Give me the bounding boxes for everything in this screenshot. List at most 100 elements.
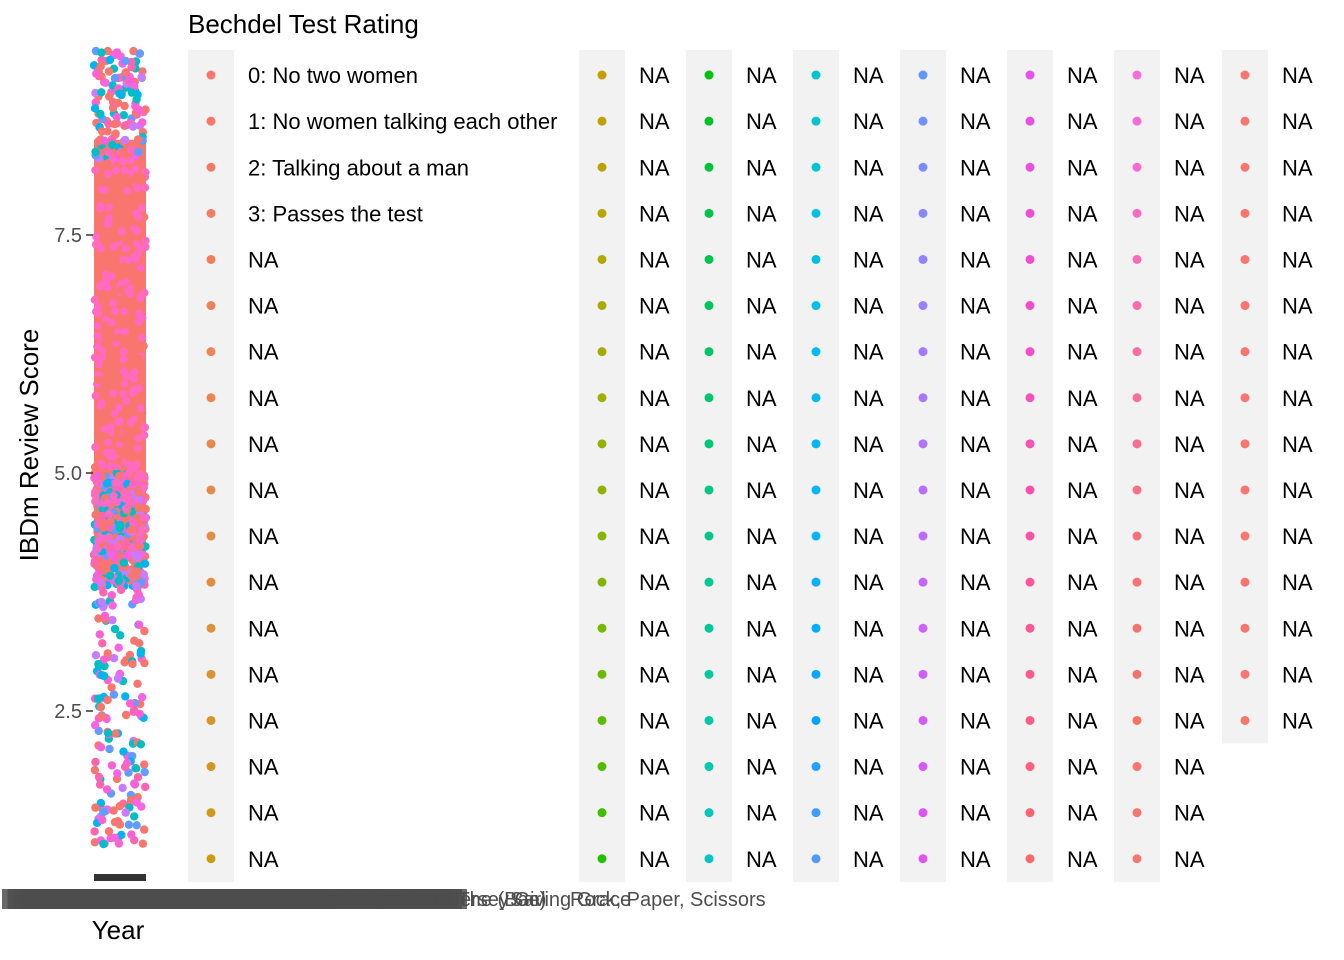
legend-entry-label: NA: [1282, 708, 1313, 733]
legend-key-dot: [811, 669, 821, 679]
legend-key-dot: [1025, 669, 1035, 679]
scatter-point: [136, 292, 145, 301]
legend-key-dot: [1240, 393, 1250, 403]
scatter-point: [101, 78, 110, 88]
legend-key-dot: [918, 116, 928, 126]
scatter-point: [124, 820, 134, 829]
scatter-point: [104, 148, 113, 157]
scatter-point: [121, 244, 130, 253]
scatter-point: [104, 558, 114, 567]
scatter-point: [98, 461, 107, 470]
legend-entry-label: NA: [1174, 432, 1205, 457]
legend-entry-label: NA: [248, 662, 279, 687]
legend-key-dot: [811, 254, 821, 264]
scatter-point: [105, 203, 114, 212]
scatter-point: [135, 469, 144, 478]
legend-entry-label: NA: [639, 201, 670, 226]
scatter-point: [121, 808, 130, 817]
legend-key-dot: [206, 669, 216, 679]
scatter-point: [134, 434, 143, 443]
scatter-point: [130, 812, 139, 821]
legend-key-dot: [1132, 254, 1142, 264]
legend-entry-label: NA: [248, 570, 279, 595]
scatter-point: [133, 679, 142, 688]
scatter-point: [119, 347, 128, 356]
legend-key-dot: [811, 715, 821, 725]
scatter-point: [134, 317, 143, 326]
legend-entry-label: NA: [1174, 755, 1205, 780]
scatter-point: [110, 119, 119, 129]
legend-entry-label: NA: [1067, 201, 1098, 226]
legend-key-background: [1114, 50, 1160, 882]
legend-entry-label: NA: [1282, 294, 1313, 319]
y-axis-label: IBDm Review Score: [14, 329, 44, 562]
legend-key-dot: [811, 162, 821, 172]
scatter-point: [141, 423, 150, 432]
legend-entry-label: NA: [1067, 432, 1098, 457]
scatter-point: [126, 145, 135, 154]
scatter-point: [139, 570, 148, 579]
scatter-point: [118, 262, 127, 271]
legend-entry-label: NA: [639, 662, 670, 687]
scatter-point: [105, 55, 115, 65]
legend-key-dot: [206, 808, 216, 818]
legend-entry-label: NA: [1282, 570, 1313, 595]
scatter-point: [141, 105, 150, 114]
scatter-point: [91, 721, 100, 730]
scatter-point: [119, 147, 127, 156]
legend-key-dot: [918, 715, 928, 725]
scatter-point: [132, 581, 141, 591]
legend-key-dot: [704, 347, 714, 357]
legend-entry-label: NA: [1174, 109, 1205, 134]
scatter-point: [138, 118, 147, 127]
legend-key-dot: [918, 439, 928, 449]
scatter-point: [114, 643, 123, 652]
y-axis: IBDm Review Score 2.5 5.0 7.5: [14, 225, 93, 723]
legend-entry-label: NA: [1067, 662, 1098, 687]
legend-key-dot: [206, 162, 216, 172]
scatter-point: [106, 462, 115, 471]
scatter-point: [133, 773, 143, 782]
legend-entry-label: NA: [853, 155, 884, 180]
legend-entry-label: NA: [853, 432, 884, 457]
scatter-point: [133, 135, 143, 144]
y-tick-label: 2.5: [54, 701, 82, 723]
scatter-point: [140, 626, 149, 636]
legend-key-dot: [918, 347, 928, 357]
scatter-point: [94, 614, 103, 623]
scatter-point: [122, 440, 131, 449]
legend-key-dot: [811, 116, 821, 126]
scatter-point: [107, 318, 116, 327]
scatter-point: [121, 692, 130, 701]
scatter-point: [104, 438, 113, 447]
legend-key-dot: [206, 485, 216, 495]
scatter-point: [99, 807, 108, 817]
legend-entry-label: NA: [853, 708, 884, 733]
scatter-point: [115, 417, 124, 426]
scatter-point: [107, 683, 116, 692]
legend-entry-label: NA: [960, 155, 991, 180]
scatter-point: [93, 322, 102, 330]
legend-key-dot: [206, 854, 216, 864]
legend-entry-label: NA: [639, 755, 670, 780]
legend-key-dot: [811, 208, 821, 218]
scatter-point: [99, 524, 107, 532]
scatter-point: [120, 101, 129, 111]
scatter-point: [100, 380, 109, 389]
scatter-point: [107, 591, 117, 600]
legend-entry-label: NA: [960, 201, 991, 226]
legend-entry-label: NA: [960, 386, 991, 411]
scatter-point: [116, 585, 126, 595]
legend-key-background: [793, 50, 839, 882]
scatter-point: [127, 62, 136, 72]
legend-key-dot: [1025, 162, 1035, 172]
legend-entry-label: NA: [746, 662, 777, 687]
legend-column: NA NA NA NA NA NA NA NA NA NA NA NA NA NA NA: [1222, 50, 1313, 744]
scatter-point: [97, 597, 106, 607]
legend-key-dot: [206, 577, 216, 587]
scatter-point: [110, 307, 119, 316]
scatter-point: [97, 55, 106, 65]
legend-key-dot: [1240, 254, 1250, 264]
legend-entry-label: NA: [960, 708, 991, 733]
scatter-point: [120, 166, 129, 175]
